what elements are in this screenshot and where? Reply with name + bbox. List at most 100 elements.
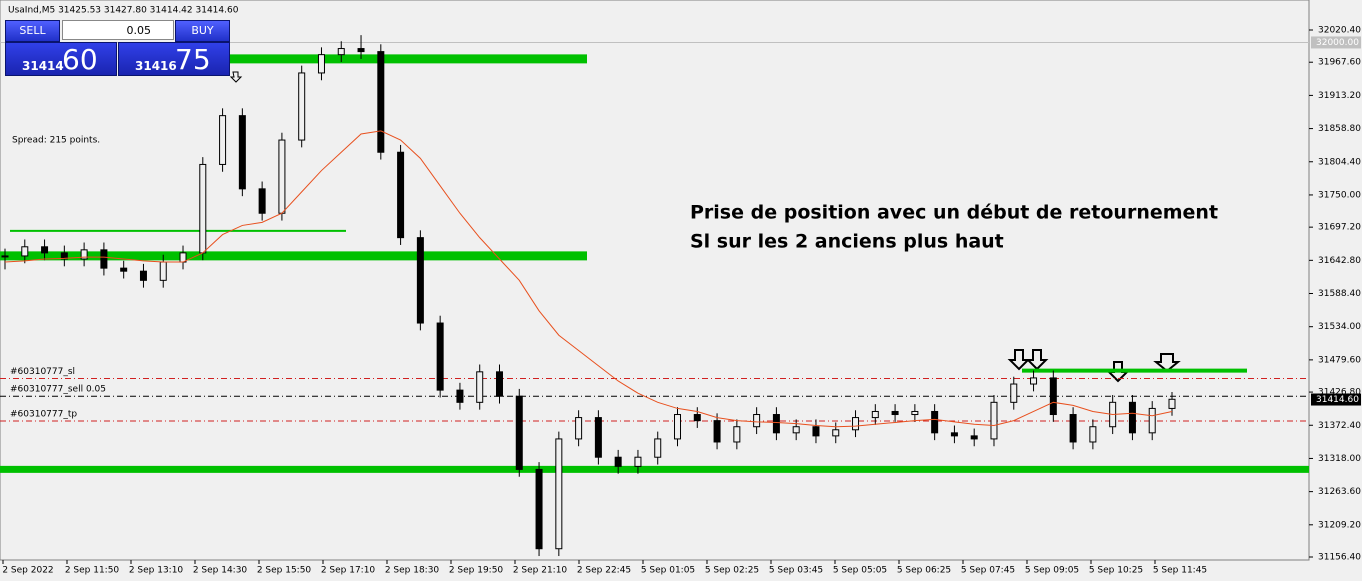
candle-body — [693, 414, 701, 422]
buy-price[interactable]: 31416 75 — [118, 42, 230, 76]
order-label: #60310777_sell 0.05 — [10, 385, 106, 395]
candle-body — [852, 417, 860, 431]
candle-body — [159, 261, 167, 281]
candle-body — [1030, 377, 1038, 385]
annotation: Prise de position avec un début de retou… — [690, 202, 1218, 224]
order-label: #60310777_tp — [10, 409, 77, 419]
candle-body — [1, 255, 9, 258]
candle-body — [614, 456, 622, 467]
sell-price[interactable]: 31414 60 — [5, 42, 117, 76]
x-tick-label: 2 Sep 18:30 — [385, 566, 440, 576]
candle-body — [733, 426, 741, 443]
candle-body — [298, 72, 306, 141]
y-tick-label: 32020.40 — [1318, 26, 1361, 36]
candle-body — [1069, 414, 1077, 443]
candle-body — [674, 414, 682, 440]
y-tick-label: 31479.60 — [1318, 355, 1361, 365]
sell-button[interactable]: SELL — [5, 20, 60, 42]
candle-body — [60, 252, 68, 260]
y-tick-label: 31967.60 — [1318, 58, 1361, 68]
grid-level-label: 32000.00 — [1316, 38, 1359, 48]
y-tick-label: 31750.00 — [1318, 190, 1361, 200]
y-tick-label: 31209.20 — [1318, 520, 1361, 530]
y-tick-label: 31426.80 — [1318, 388, 1361, 398]
price-box — [1311, 393, 1361, 406]
candle-body — [575, 417, 583, 440]
candle-body — [41, 246, 49, 254]
candle-body — [772, 414, 780, 434]
candle-body — [555, 438, 563, 550]
y-tick-label: 31804.40 — [1318, 157, 1361, 167]
candle-body — [1128, 401, 1136, 434]
candle-body — [258, 188, 266, 214]
arrow — [1007, 349, 1031, 371]
order-label: #60310777_sl — [10, 367, 75, 377]
y-tick-label: 31534.00 — [1318, 322, 1361, 332]
candle-body — [456, 389, 464, 403]
candle-body — [891, 410, 899, 416]
x-tick-label: 2 Sep 21:10 — [513, 566, 568, 576]
candle-body — [1010, 383, 1018, 403]
x-tick-label: 5 Sep 02:25 — [705, 566, 759, 576]
sell-price-big: 31414 — [22, 59, 64, 73]
y-tick-label: 31263.60 — [1318, 487, 1361, 497]
arrow — [1153, 353, 1181, 373]
x-tick-label: 2 Sep 19:50 — [449, 566, 504, 576]
volume-input[interactable]: 0.05 — [62, 20, 174, 40]
y-tick-label: 31588.40 — [1318, 289, 1361, 299]
candle-body — [238, 115, 246, 190]
candle-body — [100, 249, 108, 269]
candle-body — [931, 410, 939, 434]
candle-body — [80, 249, 88, 260]
candle-body — [535, 468, 543, 550]
plot-area — [0, 0, 1310, 561]
y-tick-label: 31913.20 — [1318, 91, 1361, 101]
candle-body — [377, 51, 385, 153]
buy-price-small: 75 — [175, 43, 211, 76]
candle-body — [1148, 407, 1156, 434]
candle-body — [594, 417, 602, 458]
y-tick-label: 31697.20 — [1318, 223, 1361, 233]
candle-body — [436, 322, 444, 391]
candle-body — [950, 432, 958, 437]
x-tick-label: 5 Sep 06:25 — [897, 566, 951, 576]
x-tick-label: 2 Sep 2022 — [2, 566, 53, 576]
x-tick-label: 2 Sep 13:10 — [129, 566, 184, 576]
candle-body — [397, 151, 405, 239]
arrows — [229, 71, 1181, 383]
y-tick-label: 31372.40 — [1318, 421, 1361, 431]
candle-body — [476, 371, 484, 403]
x-tick-label: 5 Sep 05:05 — [833, 566, 887, 576]
candle-body — [515, 395, 523, 470]
x-tick-label: 2 Sep 15:50 — [257, 566, 312, 576]
y-tick-label: 31642.80 — [1318, 256, 1361, 266]
candle-body — [634, 456, 642, 467]
x-tick-label: 5 Sep 10:25 — [1089, 566, 1143, 576]
y-tick-label: 31858.80 — [1318, 124, 1361, 134]
candle-body — [1049, 377, 1057, 416]
x-tick-label: 5 Sep 11:45 — [1153, 566, 1207, 576]
candle-body — [871, 410, 879, 419]
x-tick-label: 2 Sep 11:50 — [65, 566, 120, 576]
y-tick-label: 31318.00 — [1318, 454, 1361, 464]
buy-button[interactable]: BUY — [175, 20, 230, 42]
candle-body — [278, 139, 286, 214]
candle-body — [495, 371, 503, 397]
x-tick-label: 2 Sep 14:30 — [193, 566, 248, 576]
candle-body — [199, 163, 207, 254]
candle-body — [120, 267, 128, 272]
price-label: 31414.60 — [1316, 395, 1359, 405]
spread: Spread: 215 points. — [12, 136, 100, 146]
header: UsaInd,M5 31425.53 31427.80 31414.42 314… — [8, 6, 239, 16]
arrow — [1025, 349, 1049, 371]
candle-body — [792, 426, 800, 434]
candle-body — [812, 426, 820, 437]
x-tick-label: 5 Sep 03:45 — [769, 566, 823, 576]
candle-body — [970, 435, 978, 440]
x-tick-label: 5 Sep 07:45 — [961, 566, 1015, 576]
sell-price-small: 60 — [62, 43, 98, 76]
arrow — [229, 71, 243, 83]
candle-body — [753, 414, 761, 428]
